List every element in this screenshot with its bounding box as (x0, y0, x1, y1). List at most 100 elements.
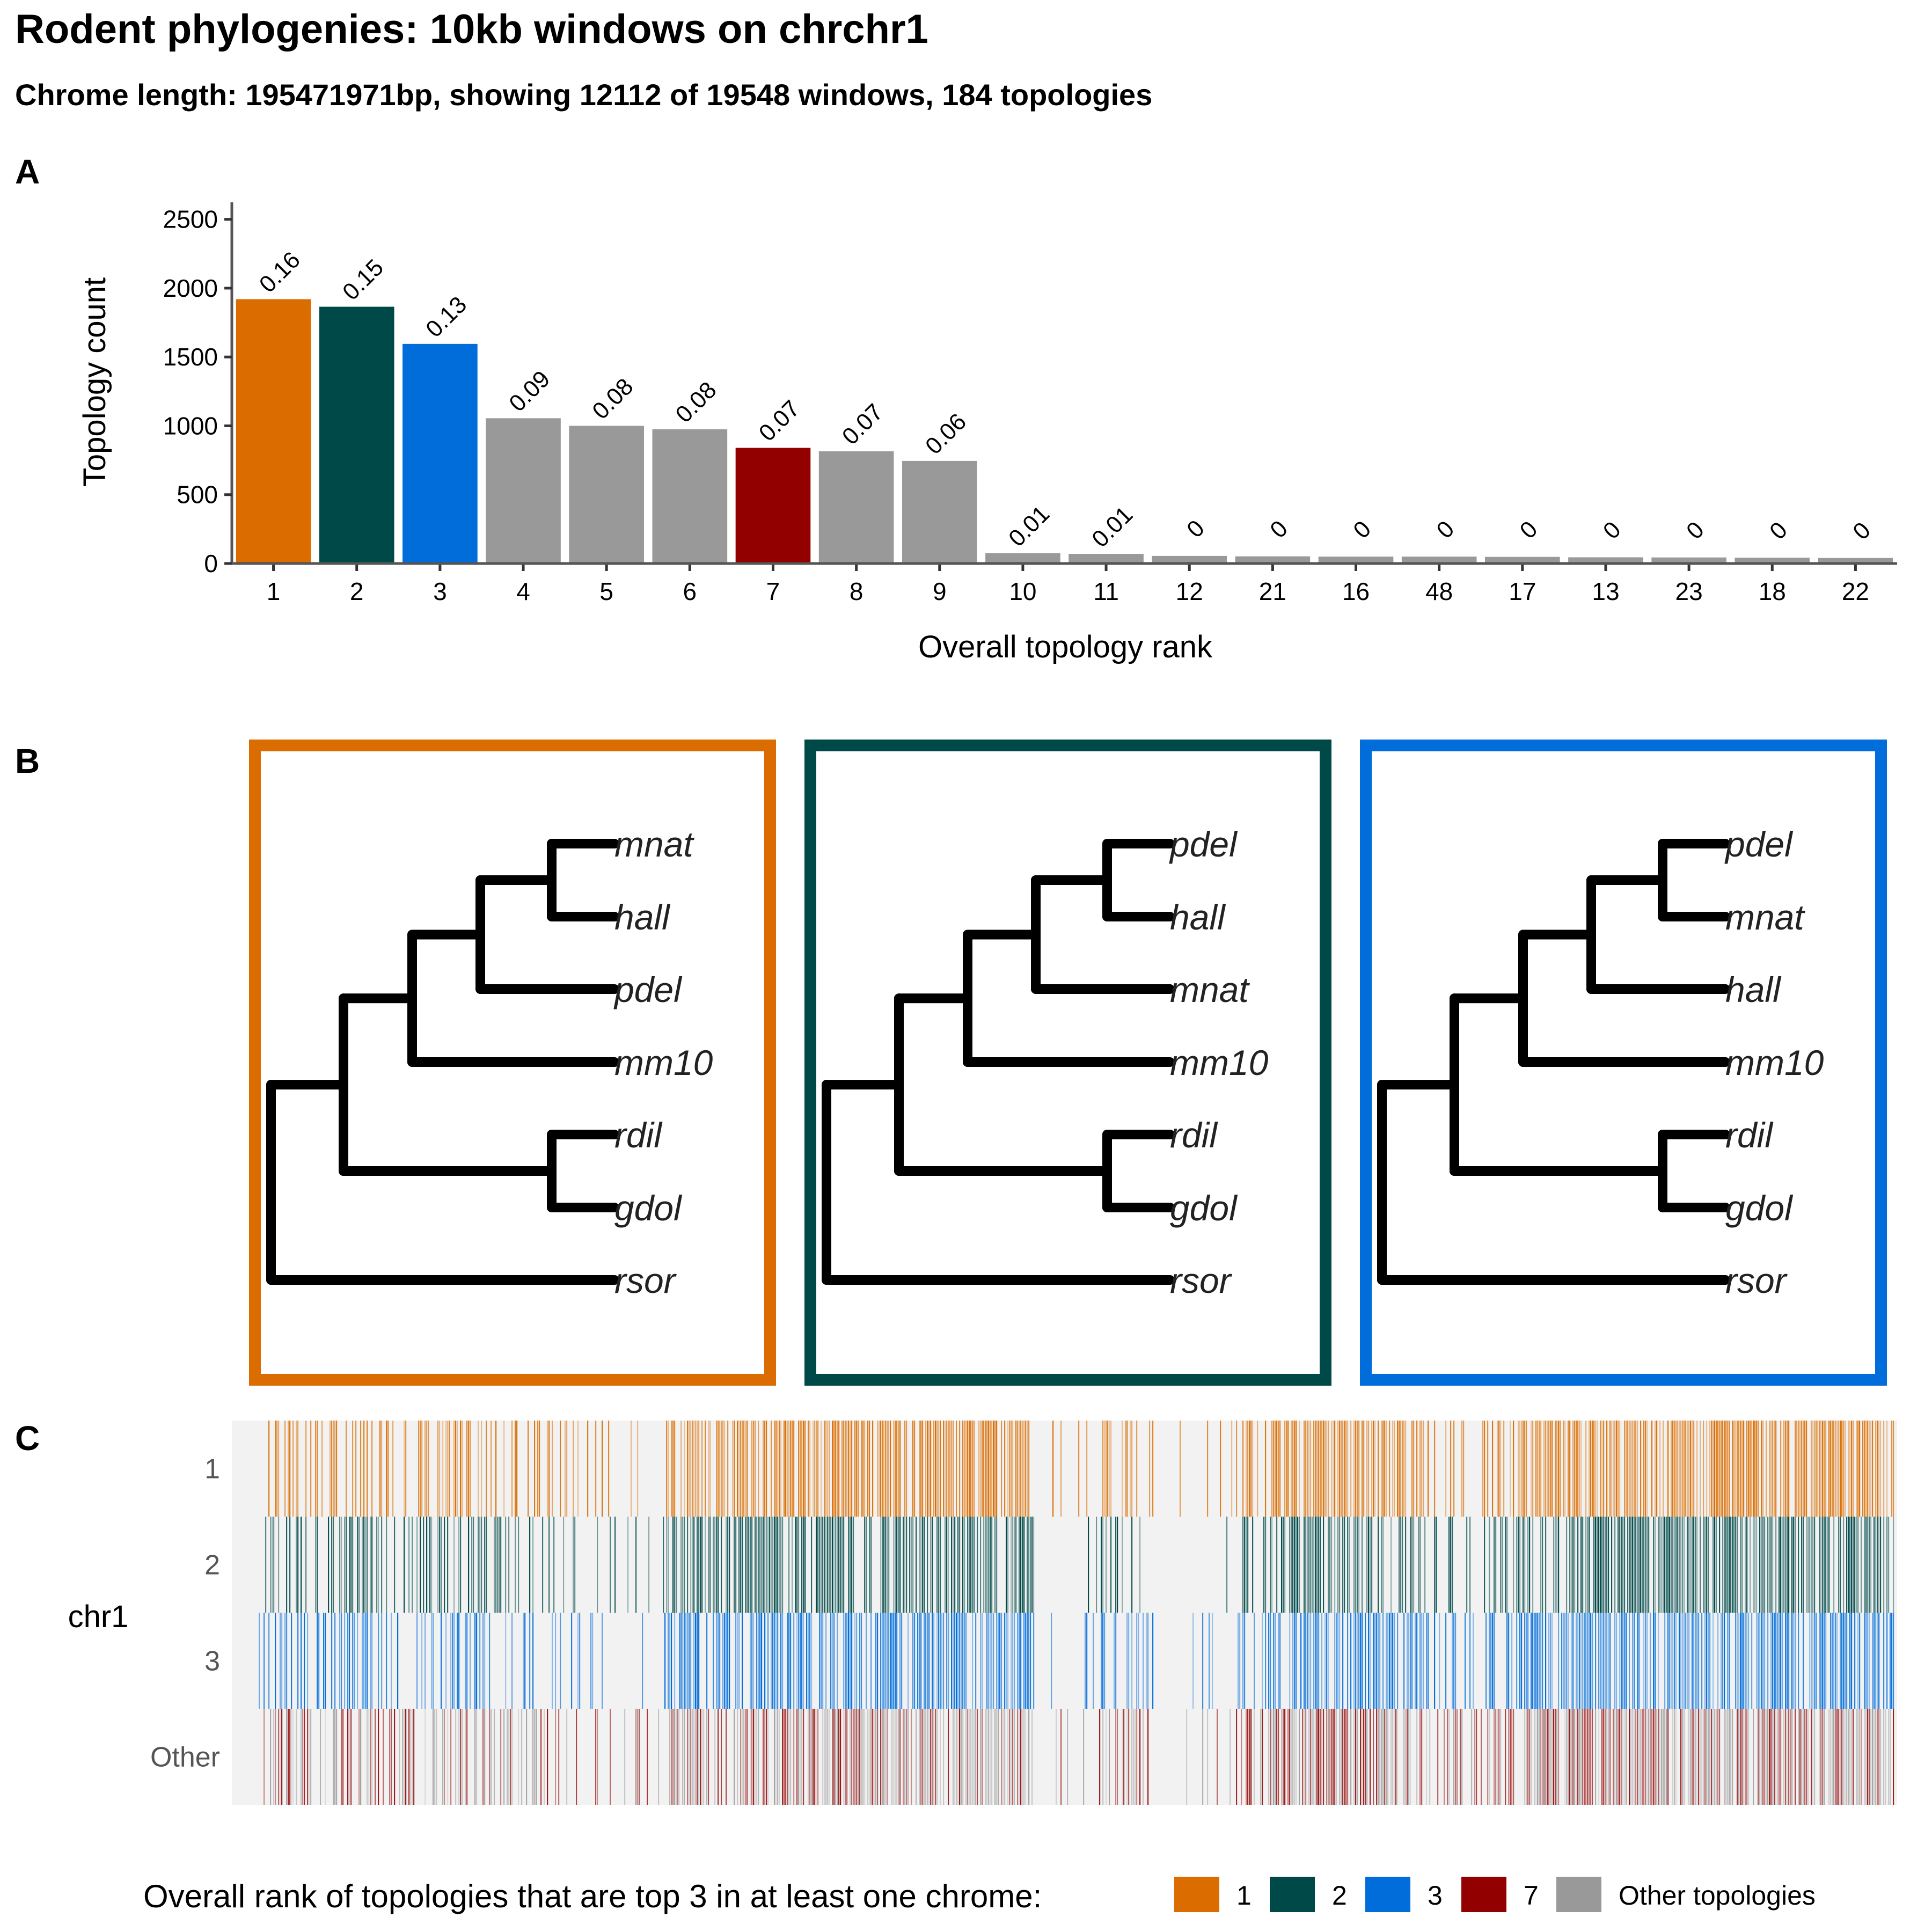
window-mark (788, 1421, 790, 1517)
window-mark (755, 1517, 756, 1613)
window-mark (1006, 1613, 1007, 1709)
window-mark (1147, 1709, 1149, 1805)
window-mark (1893, 1613, 1894, 1709)
window-mark (695, 1709, 697, 1805)
window-mark (1878, 1613, 1880, 1709)
window-mark (1531, 1613, 1532, 1709)
window-mark (719, 1421, 721, 1517)
window-mark (1416, 1613, 1418, 1709)
window-mark (381, 1613, 383, 1709)
window-mark (949, 1421, 951, 1517)
figure-subtitle: Chrome length: 195471971bp, showing 1211… (15, 78, 1152, 112)
window-mark (779, 1517, 780, 1613)
window-mark (1436, 1517, 1437, 1613)
window-mark (980, 1613, 982, 1709)
window-mark (920, 1517, 922, 1613)
window-mark (497, 1517, 499, 1613)
window-mark (1828, 1421, 1830, 1517)
window-mark (637, 1709, 639, 1805)
window-mark (1845, 1709, 1846, 1805)
window-mark (429, 1517, 431, 1613)
window-mark (1833, 1709, 1835, 1805)
window-mark (1350, 1421, 1352, 1517)
window-mark (1291, 1709, 1292, 1805)
window-mark (1836, 1709, 1838, 1805)
window-mark (848, 1613, 850, 1709)
window-mark (816, 1517, 817, 1613)
window-mark (1811, 1421, 1812, 1517)
window-mark (1370, 1613, 1371, 1709)
window-mark (1324, 1613, 1326, 1709)
window-mark (1469, 1517, 1471, 1613)
window-mark (1666, 1709, 1667, 1805)
window-mark (1580, 1517, 1582, 1613)
window-mark (1307, 1421, 1308, 1517)
window-mark (851, 1613, 853, 1709)
window-mark (985, 1421, 986, 1517)
window-mark (951, 1517, 953, 1613)
window-mark (1819, 1613, 1820, 1709)
window-mark (1624, 1421, 1626, 1517)
window-mark (1658, 1613, 1659, 1709)
window-mark (1608, 1517, 1609, 1613)
window-mark (302, 1709, 304, 1805)
window-mark (482, 1613, 484, 1709)
window-mark (350, 1709, 352, 1805)
window-mark (1321, 1613, 1323, 1709)
window-mark (1589, 1613, 1590, 1709)
y-tick-label: 500 (177, 481, 218, 509)
window-mark (854, 1613, 856, 1709)
window-mark (304, 1709, 305, 1805)
window-mark (911, 1709, 912, 1805)
window-mark (1833, 1517, 1835, 1613)
window-mark (1366, 1709, 1368, 1805)
window-mark (957, 1709, 959, 1805)
window-mark (375, 1709, 376, 1805)
window-mark (1574, 1709, 1576, 1805)
window-mark (1779, 1517, 1780, 1613)
window-mark (856, 1709, 858, 1805)
window-mark (1787, 1709, 1788, 1805)
window-mark (473, 1517, 474, 1613)
window-mark (803, 1709, 804, 1805)
window-mark (846, 1709, 848, 1805)
bar-rank-48 (1401, 557, 1477, 564)
window-mark (478, 1421, 479, 1517)
window-mark (827, 1517, 829, 1613)
window-mark (1341, 1421, 1342, 1517)
window-mark (1775, 1421, 1777, 1517)
window-mark (1413, 1421, 1415, 1517)
window-mark (1857, 1709, 1859, 1805)
window-mark (1312, 1709, 1313, 1805)
window-mark (830, 1613, 832, 1709)
window-mark (1136, 1613, 1138, 1709)
window-mark (891, 1613, 893, 1709)
window-mark (996, 1421, 998, 1517)
window-mark (437, 1421, 439, 1517)
window-mark (1186, 1709, 1188, 1805)
window-mark (767, 1709, 769, 1805)
window-mark (1353, 1613, 1355, 1709)
window-mark (1548, 1709, 1550, 1805)
window-mark (1650, 1709, 1651, 1805)
window-mark (1102, 1517, 1104, 1613)
bar-rank-11 (1069, 554, 1144, 564)
window-mark (1328, 1613, 1329, 1709)
window-mark (1709, 1421, 1711, 1517)
window-mark (289, 1421, 291, 1517)
window-mark (1843, 1613, 1845, 1709)
window-mark (718, 1421, 719, 1517)
window-mark (991, 1709, 993, 1805)
window-mark (708, 1517, 709, 1613)
window-mark (1548, 1421, 1550, 1517)
window-mark (352, 1613, 354, 1709)
window-mark (1083, 1709, 1085, 1805)
window-mark (416, 1613, 418, 1709)
window-mark (674, 1517, 676, 1613)
window-mark (1392, 1709, 1394, 1805)
window-mark (450, 1613, 452, 1709)
window-mark (1738, 1709, 1740, 1805)
window-mark (358, 1709, 360, 1805)
